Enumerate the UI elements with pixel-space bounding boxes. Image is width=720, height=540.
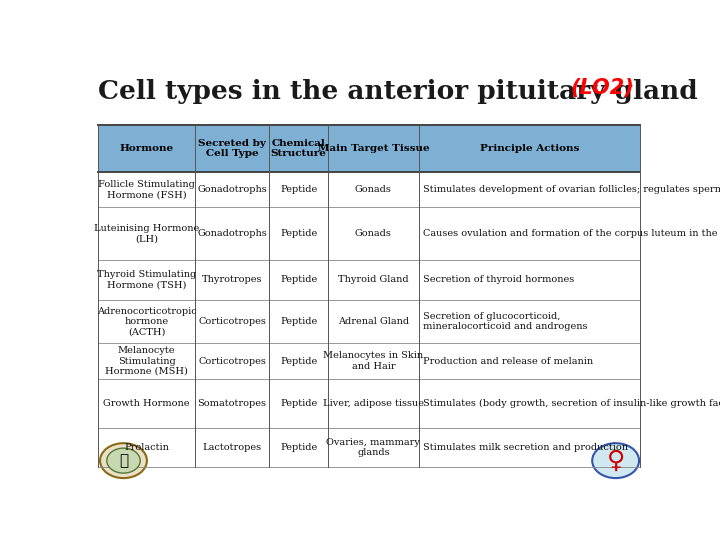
Text: Peptide: Peptide — [280, 317, 318, 326]
Text: Growth Hormone: Growth Hormone — [103, 399, 190, 408]
Text: Ovaries, mammary
glands: Ovaries, mammary glands — [326, 438, 420, 457]
Text: Hormone: Hormone — [120, 144, 174, 153]
Text: 🌿: 🌿 — [119, 453, 128, 468]
Text: Thyrotropes: Thyrotropes — [202, 275, 262, 285]
Text: Peptide: Peptide — [280, 185, 318, 194]
Text: Peptide: Peptide — [280, 229, 318, 238]
Text: Peptide: Peptide — [280, 399, 318, 408]
Text: Liver, adipose tissue: Liver, adipose tissue — [323, 399, 424, 408]
Text: Secretion of thyroid hormones: Secretion of thyroid hormones — [423, 275, 575, 285]
Text: Gonadotrophs: Gonadotrophs — [197, 185, 267, 194]
Text: Causes ovulation and formation of the corpus luteum in the ovary; stimulates pro: Causes ovulation and formation of the co… — [423, 229, 720, 238]
Bar — [99, 125, 639, 172]
Text: ♀: ♀ — [606, 449, 625, 472]
Text: Luteinising Hormone
(LH): Luteinising Hormone (LH) — [94, 224, 199, 244]
Text: Somatotropes: Somatotropes — [197, 399, 266, 408]
Text: (LO2): (LO2) — [570, 78, 634, 98]
Text: Prolactin: Prolactin — [124, 443, 169, 452]
Text: Principle Actions: Principle Actions — [480, 144, 579, 153]
Circle shape — [100, 443, 147, 478]
Text: Peptide: Peptide — [280, 275, 318, 285]
Text: Adrenal Gland: Adrenal Gland — [338, 317, 409, 326]
Text: Gonads: Gonads — [355, 185, 392, 194]
Text: Stimulates milk secretion and production: Stimulates milk secretion and production — [423, 443, 629, 452]
Text: Peptide: Peptide — [280, 356, 318, 366]
Text: Corticotropes: Corticotropes — [198, 356, 266, 366]
Text: Corticotropes: Corticotropes — [198, 317, 266, 326]
Text: Secreted by
Cell Type: Secreted by Cell Type — [198, 139, 266, 158]
Text: Gonads: Gonads — [355, 229, 392, 238]
Circle shape — [592, 443, 639, 478]
Text: Adrenocorticotropic
hormone
(ACTH): Adrenocorticotropic hormone (ACTH) — [96, 307, 197, 336]
Text: Lactotropes: Lactotropes — [202, 443, 261, 452]
Circle shape — [107, 448, 140, 473]
Text: Thyroid Gland: Thyroid Gland — [338, 275, 409, 285]
Text: Stimulates development of ovarian follicles; regulates spermatogenesis in the te: Stimulates development of ovarian follic… — [423, 185, 720, 194]
Text: Melanocytes in Skin
and Hair: Melanocytes in Skin and Hair — [323, 352, 423, 371]
Text: Production and release of melanin: Production and release of melanin — [423, 356, 593, 366]
Text: Thyroid Stimulating
Hormone (TSH): Thyroid Stimulating Hormone (TSH) — [97, 271, 196, 289]
Text: Stimulates (body growth, secretion of insulin-like growth factor-1; lipolysis), : Stimulates (body growth, secretion of in… — [423, 399, 720, 408]
Text: Secretion of glucocorticoid,
mineralocorticoid and androgens: Secretion of glucocorticoid, mineralocor… — [423, 312, 588, 331]
Text: Gonadotrophs: Gonadotrophs — [197, 229, 267, 238]
Text: Follicle Stimulating
Hormone (FSH): Follicle Stimulating Hormone (FSH) — [98, 180, 195, 199]
Text: Chemical
Structure: Chemical Structure — [271, 139, 327, 158]
Text: Melanocyte
Stimulating
Hormone (MSH): Melanocyte Stimulating Hormone (MSH) — [105, 346, 188, 376]
Text: Main Target Tissue: Main Target Tissue — [318, 144, 429, 153]
Text: Peptide: Peptide — [280, 443, 318, 452]
Text: Cell types in the anterior pituitary gland: Cell types in the anterior pituitary gla… — [99, 79, 698, 104]
